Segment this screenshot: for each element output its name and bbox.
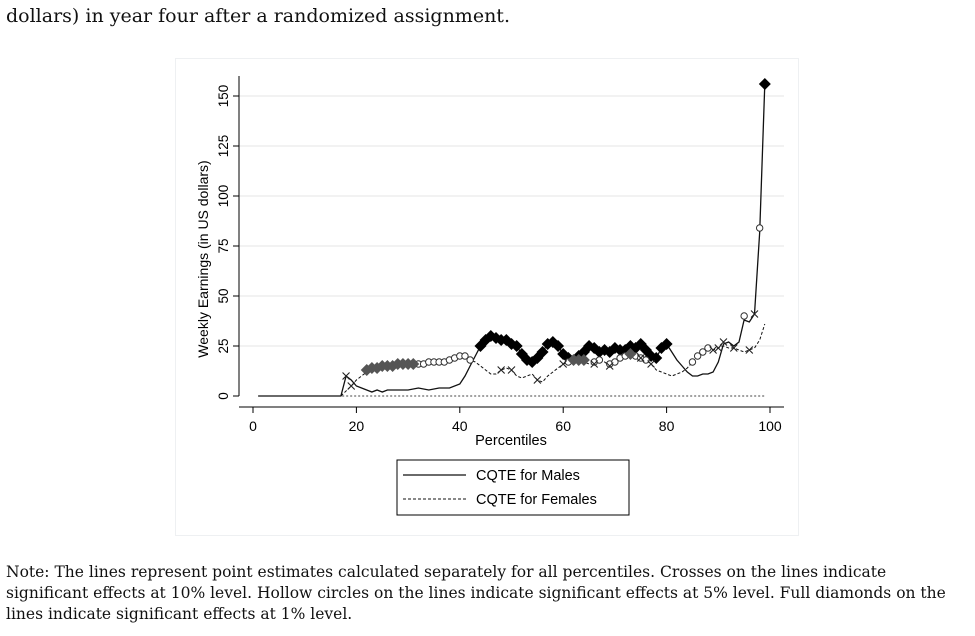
tick-labels: 0 25 50 75 100 125 150 0 20 40 60 80 100 (216, 85, 782, 434)
females-cross-marker (590, 360, 599, 368)
legend-label-males: CQTE for Males (476, 468, 580, 484)
males-full-diamond-marker (639, 344, 652, 356)
females-cross-marker (729, 344, 738, 352)
x-tick-label: 20 (349, 418, 365, 434)
females-hollow-circle-marker (595, 356, 604, 364)
females-hollow-circle-marker (611, 358, 619, 366)
females-cross-marker (497, 366, 506, 374)
axes (238, 76, 784, 408)
males-full-diamond-marker (536, 346, 549, 358)
females-cross-marker (745, 346, 754, 354)
males-full-diamond-marker (510, 340, 523, 352)
females-hollow-circle-marker (704, 344, 712, 352)
males-full-diamond-marker (650, 352, 663, 364)
females-cross-marker (507, 366, 516, 374)
females-full-diamond-marker (371, 362, 384, 374)
x-tick-label: 0 (249, 418, 257, 434)
males-cross-marker (719, 338, 728, 346)
y-tick-label: 100 (216, 185, 231, 208)
y-tick-label: 50 (216, 288, 231, 303)
y-tick-label: 25 (216, 338, 231, 353)
x-tick-label: 60 (555, 418, 571, 434)
males-full-diamond-marker (608, 342, 621, 354)
y-tick-label: 150 (216, 85, 231, 108)
females-cross-marker (709, 346, 718, 354)
x-tick-label: 80 (659, 418, 675, 434)
females-cross-marker (714, 344, 723, 352)
females-cross-marker (347, 382, 356, 390)
females-cross-marker (559, 360, 568, 368)
females-hollow-circle-marker (688, 358, 697, 366)
males-full-diamond-marker (758, 78, 771, 90)
earnings-percentile-chart: 0 25 50 75 100 125 150 0 20 40 60 80 100 Weekly Earn… (195, 76, 784, 516)
intro-text-fragment: dollars) in year four after a randomized… (6, 5, 510, 27)
females-full-diamond-marker (407, 358, 420, 370)
y-tick-label: 125 (216, 135, 231, 158)
females-cross-marker (636, 354, 645, 362)
gridlines (239, 95, 784, 347)
males-full-diamond-marker (660, 338, 673, 350)
females-full-diamond-marker (577, 354, 590, 366)
legend-label-females: CQTE for Females (476, 492, 597, 508)
females-hollow-circle-marker (699, 348, 707, 356)
females-full-diamond-marker (624, 348, 637, 360)
legend-box (396, 459, 630, 516)
series-markers (342, 78, 771, 390)
figure-note: Note: The lines represent point estimate… (6, 563, 946, 623)
females-hollow-circle-marker (693, 352, 702, 360)
y-tick-label: 0 (216, 392, 231, 400)
males-cross-marker (750, 310, 759, 318)
females-cross-marker (533, 376, 542, 384)
males-cross-marker (342, 372, 350, 380)
y-axis-title: Weekly Earnings (in US dollars) (195, 160, 211, 357)
legend: CQTE for Males CQTE for Females (396, 459, 630, 516)
males-full-diamond-marker (624, 340, 637, 352)
males-full-diamond-marker (552, 340, 565, 352)
females-hollow-circle-marker (642, 356, 650, 364)
x-axis-title: Percentiles (475, 433, 547, 449)
females-hollow-circle-marker (466, 356, 474, 364)
y-tick-label: 75 (216, 238, 231, 253)
females-hollow-circle-marker (461, 352, 469, 360)
chart-panel: 0 25 50 75 100 125 150 0 20 40 60 80 100 Weekly Earn… (175, 58, 799, 536)
females-cross-marker (605, 362, 614, 370)
x-tick-label: 40 (452, 418, 468, 434)
x-tick-label: 100 (758, 418, 782, 434)
males-hollow-circle-marker (755, 224, 764, 232)
males-hollow-circle-marker (740, 312, 748, 320)
females-cross-marker (647, 360, 655, 368)
